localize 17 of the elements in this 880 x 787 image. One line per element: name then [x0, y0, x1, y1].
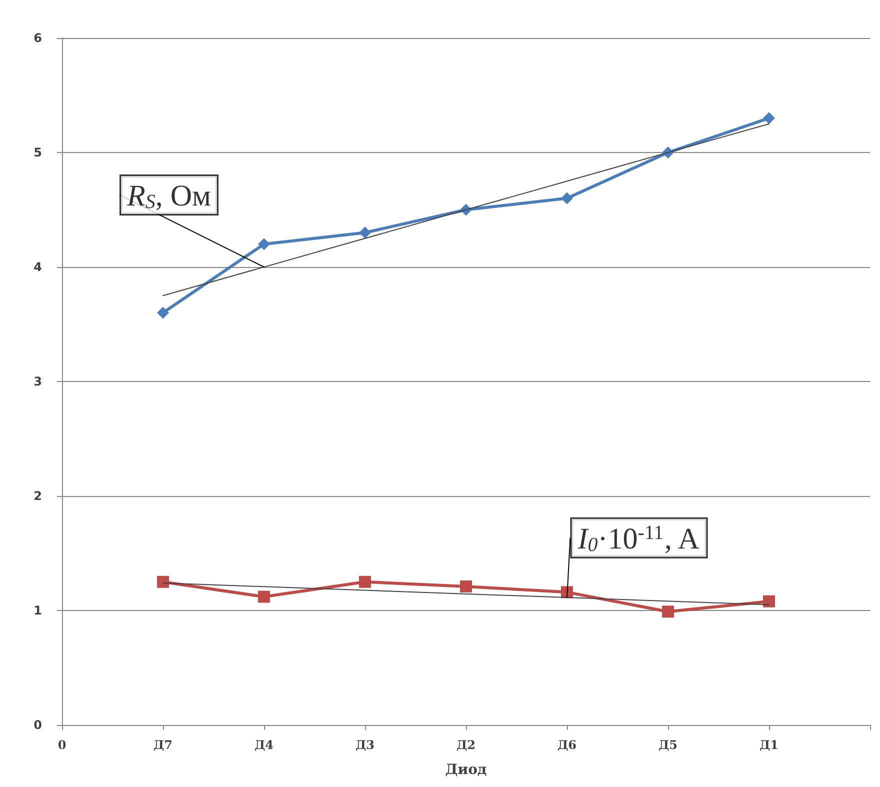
y-tick-label: 0: [34, 718, 42, 732]
x-tick-label: Д6: [557, 738, 577, 752]
x-tick-label: Д2: [456, 738, 476, 752]
x-tick-label: Д3: [355, 738, 375, 752]
x-tick-label: Д7: [153, 738, 173, 752]
y-tick-label: 1: [34, 604, 42, 618]
x-tick-label: Д4: [254, 738, 274, 752]
annotation: RS, Ом: [126, 180, 211, 213]
x-tick-label: Д5: [658, 738, 678, 752]
y-tick-label: 5: [34, 146, 42, 160]
y-tick-label: 4: [34, 260, 42, 274]
y-tick-label: 2: [34, 489, 42, 503]
x-axis-title: Диод: [445, 762, 487, 778]
y-tick-label: 3: [34, 374, 42, 388]
x-tick-label: 0: [58, 738, 66, 752]
x-tick-label: Д1: [759, 738, 779, 752]
y-tick-label: 6: [34, 31, 42, 45]
